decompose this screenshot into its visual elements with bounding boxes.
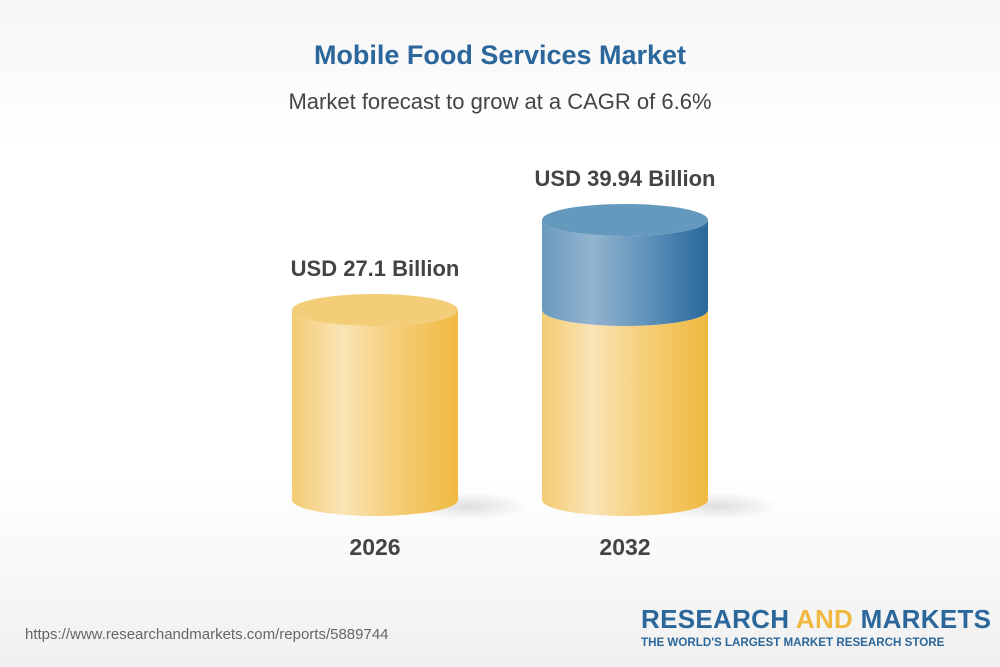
data-label: USD 39.94 Billion — [535, 166, 716, 191]
bar-top-2032 — [542, 203, 708, 236]
chart-title: Mobile Food Services Market — [313, 40, 687, 70]
bar-growth-2032 — [542, 219, 708, 326]
category-label: 2026 — [349, 534, 400, 560]
bar-top-2026 — [292, 294, 458, 326]
research-and-markets-logo: RESEARCH AND MARKETS THE WORLD'S LARGEST… — [641, 604, 992, 649]
data-label: USD 27.1 Billion — [291, 256, 460, 281]
chart-subtitle: Market forecast to grow at a CAGR of 6.6… — [288, 89, 712, 114]
bar-base-2032 — [542, 310, 708, 516]
bar-2026 — [292, 310, 458, 516]
source-url[interactable]: https://www.researchandmarkets.com/repor… — [25, 626, 389, 643]
category-label: 2032 — [599, 534, 650, 560]
